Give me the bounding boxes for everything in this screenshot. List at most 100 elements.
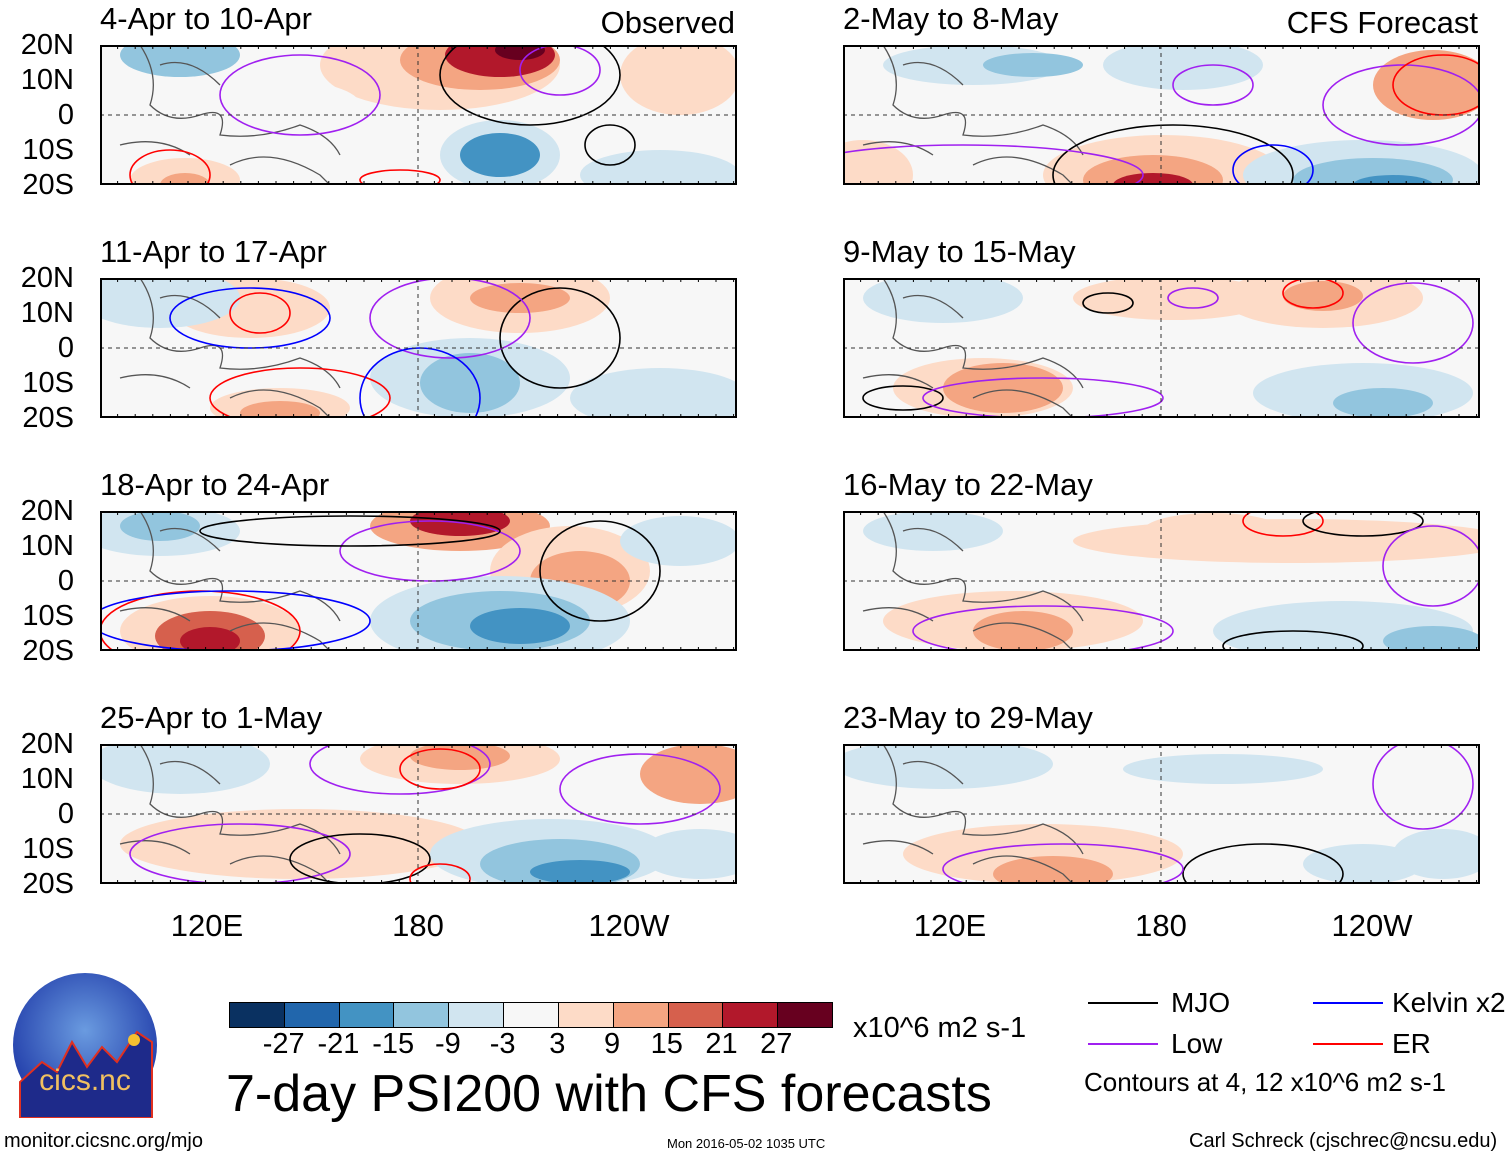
contour-line [584,124,636,166]
panel-title: 25-Apr to 1-May [100,700,323,735]
anomaly-shading [470,608,570,644]
anomaly-shading [1073,278,1273,320]
colorbar-tick: -15 [372,1028,415,1060]
anomaly-shading [993,856,1113,884]
contour-line [843,144,1144,185]
colorbar-tick: 9 [604,1028,621,1060]
footer-url[interactable]: monitor.cicsnc.org/mjo [4,1130,203,1152]
contour-line [199,515,501,547]
anomaly-shading [983,53,1083,77]
colorbar-units: x10^6 m2 s-1 [853,1012,1027,1044]
coastline [862,744,1084,884]
legend-line-kelvin [1313,1002,1383,1004]
anomaly-shading [120,45,240,77]
contour-line [1372,744,1474,830]
contour-line [1082,292,1134,314]
anomaly-shading [1083,155,1223,185]
colorbar-swatch [230,1003,285,1027]
y-tick-label: 0 [57,798,74,830]
anomaly-shading [410,744,510,770]
anomaly-shading [973,611,1073,651]
contour-line [1322,64,1480,146]
contour-line [499,287,621,389]
x-tick-label: 120W [588,908,670,943]
y-tick-label: 10S [22,134,74,166]
anomaly-shading [1393,829,1480,879]
colorbar-swatch [613,1003,669,1027]
coastline [862,511,1084,651]
panel-title: 11-Apr to 17-Apr [100,234,327,269]
y-tick-label: 0 [57,565,74,597]
x-tick-label: 180 [1135,908,1187,943]
anomaly-shading [120,809,480,879]
contour-line [309,744,491,795]
contour-note: Contours at 4, 12 x10^6 m2 s-1 [1084,1067,1446,1097]
contour-line [209,367,391,418]
contour-line [1232,144,1314,185]
panel-frame [100,511,737,651]
y-tick-label: 10N [20,763,74,795]
y-tick-label: 10S [22,600,74,632]
anomaly-shading [1283,281,1363,311]
colorbar-swatch [558,1003,614,1027]
panel-tag: Observed [600,5,735,40]
anomaly-shading [160,173,210,185]
coastline [119,511,341,651]
contour-line [1222,630,1364,651]
contour-line [559,753,721,825]
panel-frame [100,744,737,884]
panel-title: 18-Apr to 24-Apr [100,467,330,502]
anomaly-shading [843,140,913,185]
contour-line [942,843,1184,884]
contour-line [519,45,601,96]
y-tick-label: 20S [22,169,74,201]
legend-label-kelvin: Kelvin x2 [1392,987,1506,1018]
y-tick-label: 20S [22,868,74,900]
y-tick-label: 20N [20,495,74,527]
contour-line [1382,525,1480,607]
legend-label-low: Low [1171,1028,1223,1059]
colorbar-tick: 27 [760,1028,793,1060]
contour-line [439,45,621,126]
anomaly-shading [200,80,360,130]
anomaly-shading [580,150,737,185]
y-tick-label: 20S [22,402,74,434]
coastline [119,45,341,185]
contour-line [399,748,481,790]
anomaly-shading [100,278,240,328]
y-tick-label: 20S [22,635,74,667]
anomaly-shading [640,829,737,879]
colorbar-swatch [449,1003,505,1027]
anomaly-shading [1123,754,1323,784]
y-tick-label: 20N [20,29,74,61]
contour-line [169,287,331,349]
x-tick-label: 120W [1331,908,1413,943]
figure-title: 7-day PSI200 with CFS forecasts [226,1065,992,1123]
legend-label-mjo: MJO [1171,987,1231,1018]
anomaly-shading [863,278,1023,323]
x-tick-label: 180 [392,908,444,943]
anomaly-shading [620,516,737,566]
anomaly-shading [130,158,240,185]
map-panel [843,278,1480,418]
legend-line-er [1313,1043,1383,1045]
coastline [862,278,1084,418]
colorbar-tick: -21 [317,1028,360,1060]
footer-credit: Carl Schreck (cjschrec@ncsu.edu) [1189,1130,1498,1152]
contour-line [229,292,291,334]
map-panel [100,278,737,418]
y-tick-label: 0 [57,99,74,131]
colorbar-swatch [723,1003,779,1027]
y-tick-label: 10S [22,367,74,399]
contour-line [1182,843,1344,884]
footer-timestamp: Mon 2016-05-02 1035 UTC [667,1136,826,1151]
colorbar-swatch [339,1003,395,1027]
anomaly-shading [1333,388,1433,418]
y-tick-label: 20N [20,262,74,294]
panel-title: 9-May to 15-May [843,234,1076,269]
panel-title: 23-May to 29-May [843,700,1093,735]
panel-title: 2-May to 8-May [843,1,1059,36]
map-panel [100,744,737,884]
anomaly-shading [180,627,240,651]
svg-text:cics.nc: cics.nc [39,1064,131,1097]
